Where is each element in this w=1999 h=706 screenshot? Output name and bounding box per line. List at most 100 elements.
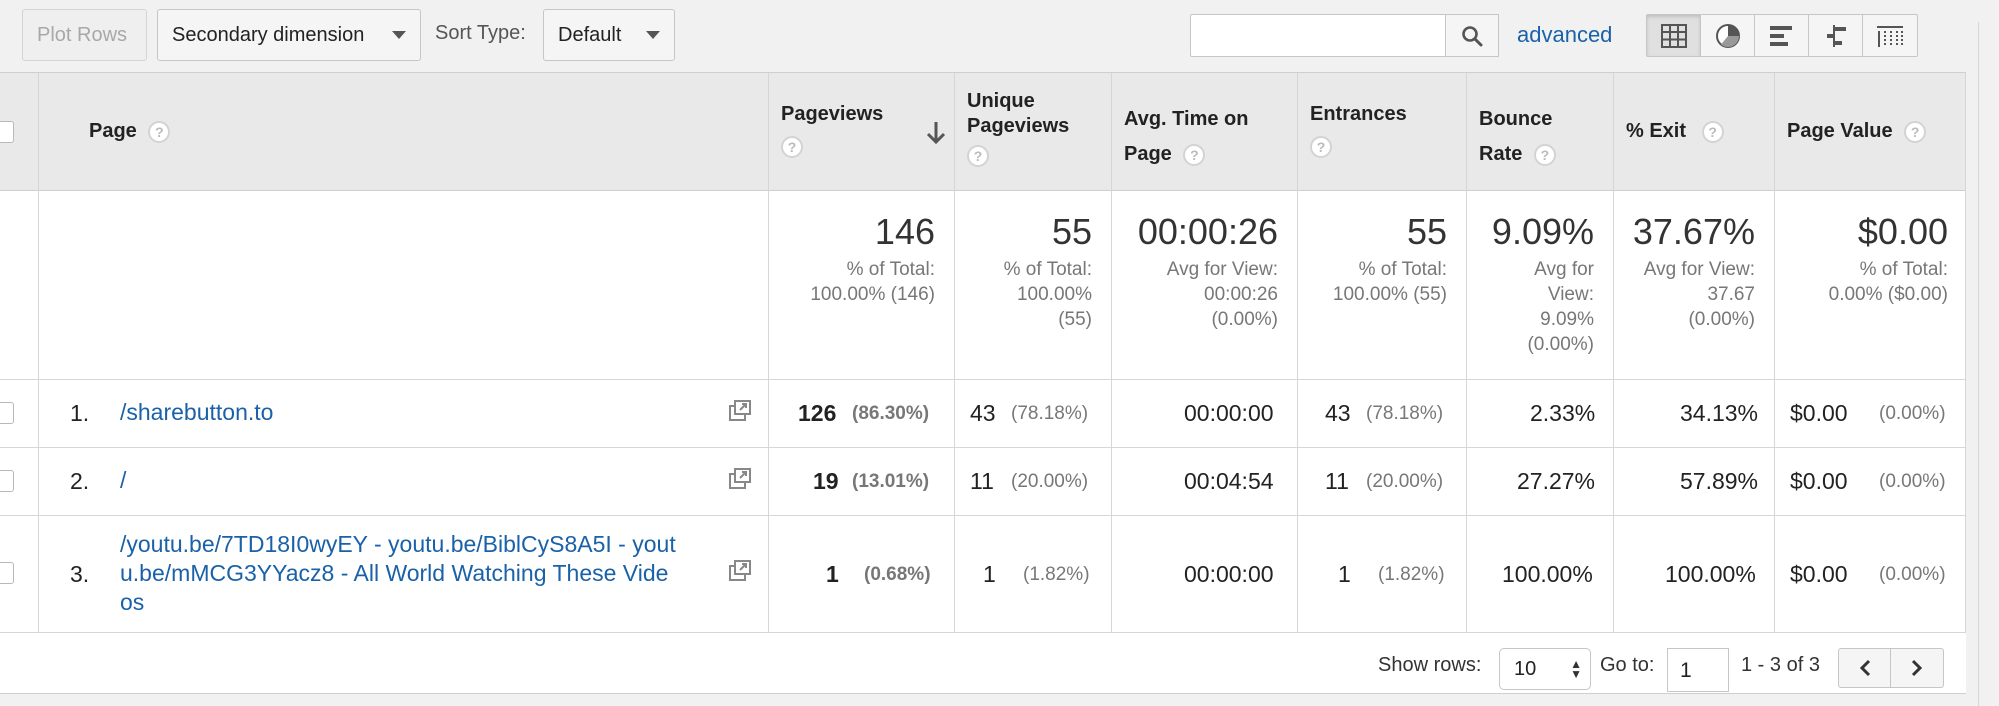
chevron-right-icon: [1911, 659, 1923, 677]
total-avg-time-note-line2: 00:00:26: [1204, 284, 1278, 305]
table-view-button[interactable]: [1647, 15, 1701, 56]
show-rows-select[interactable]: 10 ▲ ▼: [1499, 648, 1591, 690]
total-exit-note-line2: 37.67: [1707, 284, 1755, 305]
page-value-value: $0.00: [1790, 468, 1848, 494]
column-divider: [1774, 73, 1775, 633]
pie-view-icon: [1715, 23, 1740, 48]
comparison-view-icon: [1826, 24, 1846, 47]
total-exit: 37.67%: [1632, 211, 1755, 252]
show-rows-label: Show rows:: [1378, 654, 1482, 676]
table-footer: Show rows: 10 ▲ ▼ Go to: 1 1 - 3 of 3: [0, 632, 1966, 694]
page-value-percent: (0.00%): [1879, 403, 1946, 424]
page-value-value: $0.00: [1790, 561, 1848, 587]
page-link-line: u.be/mMCG3YYacz8 - All World Watching Th…: [120, 560, 669, 586]
unique-header-line1: Unique: [967, 90, 1035, 112]
question-icon[interactable]: ?: [781, 136, 803, 158]
row-checkbox[interactable]: [0, 402, 14, 424]
table-row: 2. / 19 (13.01%) 11 (20.00%) 00:04:54 11…: [0, 448, 1966, 516]
pivot-view-button[interactable]: [1863, 15, 1917, 56]
pie-view-button[interactable]: [1701, 15, 1755, 56]
total-exit-note: Avg for View: 37.67 (0.00%): [1644, 257, 1755, 332]
bounce-header-line1: Bounce: [1479, 108, 1553, 130]
bar-view-button[interactable]: [1755, 15, 1809, 56]
question-icon[interactable]: ?: [1904, 120, 1927, 143]
page-link-line: os: [120, 589, 145, 615]
previous-page-button[interactable]: [1839, 649, 1892, 687]
bounce-rate-value: 100.00%: [1502, 561, 1593, 587]
bar-view-icon: [1769, 25, 1792, 46]
total-entrances-note-line2: 100.00% (55): [1332, 284, 1447, 305]
table-row: 3. /youtu.be/7TD18I0wyEY - youtu.be/Bibl…: [0, 516, 1966, 633]
question-icon[interactable]: ?: [148, 120, 171, 143]
pageviews-percent: (13.01%): [852, 471, 930, 492]
page-link-line: /: [120, 467, 127, 493]
goto-label: Go to:: [1600, 654, 1655, 676]
search-icon: [1462, 25, 1483, 46]
advanced-filter-link[interactable]: advanced: [1517, 22, 1613, 47]
secondary-dimension-dropdown[interactable]: Secondary dimension: [157, 9, 421, 61]
page-link[interactable]: /: [120, 466, 126, 495]
secondary-dimension-label: Secondary dimension: [172, 23, 365, 46]
row-checkbox[interactable]: [0, 470, 14, 492]
pageviews-value: 19: [813, 468, 839, 494]
open-in-new-icon[interactable]: [728, 468, 752, 490]
column-header-bounce-rate[interactable]: Bounce Rate ?: [1479, 102, 1556, 172]
total-bounce-note-line3: 9.09%: [1540, 309, 1594, 330]
sort-type-dropdown[interactable]: Default: [543, 9, 675, 61]
goto-input[interactable]: 1: [1667, 648, 1729, 692]
column-divider: [954, 73, 955, 633]
open-in-new-icon[interactable]: [728, 400, 752, 422]
data-table: Page ? Pageviews ? Unique Pageviews ? Av…: [0, 72, 1966, 633]
column-header-unique-pageviews[interactable]: Unique Pageviews ?: [967, 89, 1069, 167]
chevron-down-icon: [392, 31, 406, 39]
avg-time-header-line2: Page: [1124, 143, 1172, 165]
comparison-view-button[interactable]: [1809, 15, 1863, 56]
total-pageviews-note-line2: 100.00% (146): [810, 284, 935, 305]
total-unique-note: % of Total: 100.00% (55): [1004, 257, 1092, 332]
pageviews-value: 1: [826, 561, 839, 587]
column-header-page-value[interactable]: Page Value ?: [1787, 119, 1927, 144]
report-toolbar: Plot Rows Secondary dimension Sort Type:…: [0, 0, 1999, 72]
goto-value: 1: [1680, 659, 1692, 682]
search-button[interactable]: [1445, 14, 1499, 57]
next-page-button[interactable]: [1891, 649, 1943, 687]
page-link[interactable]: /youtu.be/7TD18I0wyEY - youtu.be/BiblCyS…: [120, 530, 676, 617]
unique-pageviews-value: 11: [970, 468, 994, 494]
total-entrances-note: % of Total: 100.00% (55): [1333, 257, 1447, 307]
page-scrollbar[interactable]: [1978, 22, 1999, 706]
table-search-input[interactable]: [1190, 14, 1446, 57]
bounce-rate-value: 2.33%: [1530, 400, 1596, 426]
avg-time-header-line1: Avg. Time on: [1124, 108, 1249, 130]
column-header-avg-time[interactable]: Avg. Time on Page ?: [1124, 102, 1248, 172]
plot-rows-button[interactable]: Plot Rows: [22, 9, 147, 61]
page-value-header-label: Page Value: [1787, 120, 1893, 142]
unique-pageviews-percent: (20.00%): [1011, 471, 1089, 492]
table-header: Page ? Pageviews ? Unique Pageviews ? Av…: [0, 73, 1966, 191]
avg-time-value: 00:04:54: [1184, 468, 1274, 494]
question-icon[interactable]: ?: [1183, 143, 1206, 166]
open-in-new-icon[interactable]: [728, 560, 752, 582]
total-exit-note-line1: Avg for View:: [1643, 259, 1755, 280]
total-entrances-note-line1: % of Total:: [1358, 259, 1447, 280]
pagination-range: 1 - 3 of 3: [1741, 654, 1820, 676]
page-link[interactable]: /sharebutton.to: [120, 398, 273, 427]
sort-type-value: Default: [558, 23, 622, 46]
select-all-checkbox[interactable]: [0, 121, 14, 143]
total-bounce-note-line1: Avg for: [1534, 259, 1594, 280]
question-icon[interactable]: ?: [1701, 120, 1724, 143]
arrow-down-icon[interactable]: [926, 121, 946, 145]
column-header-page[interactable]: Page ?: [89, 119, 171, 144]
column-divider: [1965, 73, 1966, 633]
question-icon[interactable]: ?: [1533, 143, 1556, 166]
column-divider: [1613, 73, 1614, 633]
unique-pageviews-percent: (78.18%): [1011, 403, 1089, 424]
question-icon[interactable]: ?: [1310, 136, 1332, 158]
unique-pageviews-value: 43: [970, 400, 996, 426]
row-checkbox[interactable]: [0, 562, 14, 584]
column-header-entrances[interactable]: Entrances ?: [1310, 102, 1407, 158]
column-header-exit[interactable]: % Exit ?: [1626, 119, 1724, 144]
column-header-pageviews[interactable]: Pageviews ?: [781, 102, 883, 158]
total-avg-time-note: Avg for View: 00:00:26 (0.00%): [1167, 257, 1278, 332]
question-icon[interactable]: ?: [967, 145, 989, 167]
